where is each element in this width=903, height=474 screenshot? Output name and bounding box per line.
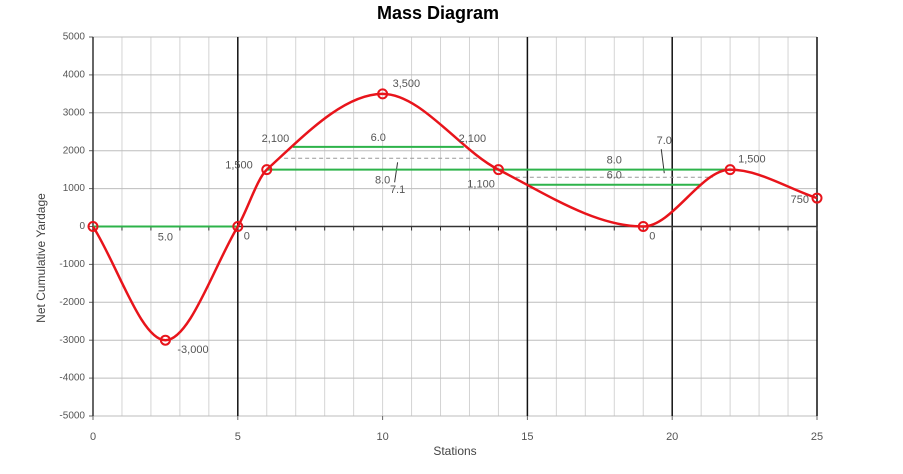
data-point: [811, 192, 823, 204]
chart-title: Mass Diagram: [377, 3, 499, 23]
x-axis-title: Stations: [433, 444, 476, 458]
annotation: 2,100: [459, 133, 487, 145]
average-label: 7.0: [657, 135, 672, 147]
y-tick-label: -2000: [59, 297, 85, 308]
data-point: [492, 164, 504, 176]
y-tick-label: 4000: [63, 70, 86, 81]
x-tick-label: 15: [521, 431, 533, 443]
balance-label: 6.0: [371, 132, 386, 144]
data-point: [637, 221, 649, 232]
y-tick-label: -1000: [59, 259, 85, 270]
y-tick-label: 5000: [63, 32, 86, 43]
y-tick-label: 3000: [63, 107, 86, 118]
data-point: [261, 164, 273, 176]
value-label: -3,000: [177, 344, 208, 356]
annotation: 1,100: [467, 178, 495, 190]
x-tick-label: 0: [90, 431, 96, 443]
mass-curve: [91, 92, 818, 342]
balance-label: 5.0: [158, 231, 173, 243]
value-label: 3,500: [393, 78, 421, 90]
y-tick-label: -5000: [59, 411, 85, 422]
balance-label: 8.0: [375, 175, 390, 187]
x-tick-label: 10: [376, 431, 388, 443]
x-tick-label: 20: [666, 431, 678, 443]
value-label: 1,500: [738, 154, 766, 166]
value-label: 750: [791, 194, 809, 206]
data-point: [377, 88, 389, 100]
y-tick-label: 2000: [63, 145, 86, 156]
y-tick-label: -4000: [59, 373, 85, 384]
balance-label: 8.0: [607, 155, 622, 167]
balance-label: 6.0: [607, 170, 622, 182]
leader-line: [394, 162, 399, 183]
data-point: [724, 164, 736, 176]
data-point: [232, 221, 244, 232]
average-label: 7.1: [390, 184, 405, 196]
data-point: [159, 334, 171, 346]
value-label: 1,500: [225, 160, 253, 172]
x-tick-label: 5: [235, 431, 241, 443]
y-tick-label: -3000: [59, 335, 85, 346]
data-point: [87, 221, 99, 232]
annotation: 2,100: [262, 133, 290, 145]
y-axis-title: Net Cumulative Yardage: [34, 193, 48, 323]
y-tick-label: 0: [79, 221, 85, 232]
y-tick-label: 1000: [63, 183, 86, 194]
x-tick-label: 25: [811, 431, 823, 443]
value-label: 0: [244, 230, 250, 242]
value-label: 0: [649, 230, 655, 242]
